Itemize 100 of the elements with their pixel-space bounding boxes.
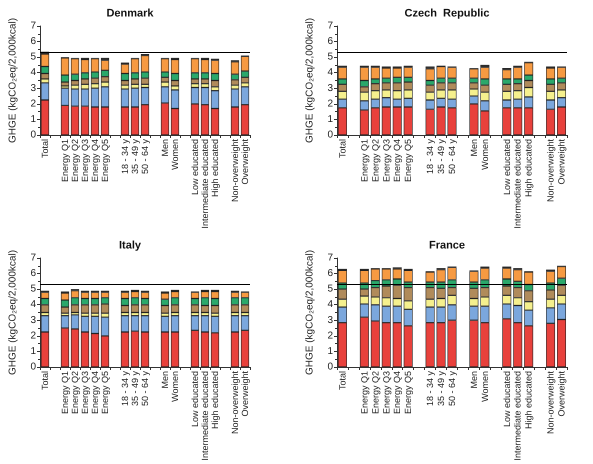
y-axis-title: GHGE (kgCO₂eq/2,000kcal)	[304, 18, 316, 144]
y-tick-label: 7	[327, 20, 334, 32]
x-tick-label: Energy Q5	[403, 139, 414, 182]
x-tick-label: Overweight	[556, 370, 567, 417]
x-tick-label: Women	[170, 371, 180, 402]
y-tick-label: 4	[327, 299, 334, 310]
x-tick-label: Non-overweight	[546, 138, 556, 202]
y-tick-label: 2	[30, 330, 36, 342]
x-tick-label: 18 - 34 y	[425, 138, 436, 174]
x-tick-label: Non-overweight	[230, 370, 240, 434]
y-tick-label: 2	[327, 98, 334, 110]
x-tick-label: Low educated	[190, 371, 200, 428]
x-tick-label: Energy Q1	[359, 371, 370, 414]
x-tick-label: Intermediate educated	[200, 139, 210, 229]
y-axis-title: GHGE (kgCO₂eq/2,000kcal)	[8, 250, 18, 376]
y-tick-label: 4	[30, 67, 36, 78]
y-tick-label: 2	[327, 330, 334, 342]
x-tick-label: Energy Q3	[381, 371, 392, 414]
x-tick-label: Men	[468, 139, 479, 157]
y-axis-title: GHGE (kgCO₂eq/2,000kcal)	[8, 18, 18, 144]
x-tick-label: Overweight	[556, 138, 567, 185]
chart-title: Denmark	[106, 8, 154, 20]
x-tick-label: Energy Q1	[60, 139, 70, 182]
x-tick-label: Women	[480, 139, 490, 170]
x-tick-label: Total	[40, 139, 50, 158]
x-tick-label: Energy Q2	[70, 371, 80, 414]
x-tick-label: Low educated	[190, 139, 200, 196]
y-tick-label: 6	[327, 36, 334, 48]
x-tick-label: Women	[170, 139, 180, 170]
y-tick-label: 1	[30, 114, 36, 125]
x-tick-label: Non-overweight	[230, 138, 240, 202]
y-tick-label: 3	[327, 314, 334, 326]
x-tick-label: High educated	[524, 139, 534, 198]
y-tick-label: 7	[327, 252, 334, 264]
y-tick-label: 0	[327, 362, 334, 372]
x-tick-label: Non-overweight	[546, 370, 556, 434]
x-tick-label: Men	[160, 371, 170, 389]
x-tick-label: 50 - 64 y	[447, 138, 457, 174]
y-tick-label: 7	[30, 252, 36, 264]
x-tick-label: Intermediate educated	[512, 371, 523, 461]
x-tick-label: Energy Q4	[90, 139, 100, 182]
y-tick-label: 1	[327, 346, 334, 357]
x-tick-label: 18 - 34 y	[120, 138, 130, 174]
x-tick-label: Energy Q1	[60, 371, 70, 414]
x-tick-label: 35 - 49 y	[436, 370, 446, 406]
x-tick-label: 18 - 34 y	[425, 370, 436, 406]
y-tick-label: 5	[327, 52, 334, 63]
x-tick-label: 50 - 64 y	[447, 370, 457, 406]
x-tick-label: Total	[337, 371, 348, 390]
x-tick-label: Energy Q1	[359, 139, 370, 182]
y-tick-label: 1	[30, 346, 36, 357]
x-tick-label: Energy Q3	[381, 139, 392, 182]
y-tick-label: 5	[30, 284, 36, 295]
x-tick-label: Energy Q5	[403, 371, 414, 414]
x-tick-label: Energy Q3	[80, 371, 90, 414]
x-tick-label: Men	[160, 139, 170, 157]
x-tick-label: High educated	[524, 371, 534, 430]
x-tick-label: Energy Q2	[370, 371, 380, 414]
x-tick-label: 35 - 49 y	[130, 138, 140, 174]
chart-title: Italy	[118, 240, 142, 252]
y-axis-title: GHGE (kgCO₂eq/2,000kcal)	[304, 250, 316, 376]
x-tick-label: 35 - 49 y	[436, 138, 446, 174]
y-tick-label: 0	[30, 362, 36, 372]
x-tick-label: Energy Q4	[392, 371, 402, 414]
y-tick-label: 6	[30, 268, 36, 280]
y-tick-label: 3	[30, 82, 36, 94]
x-tick-label: Energy Q5	[100, 371, 110, 414]
chart-title: Czech Republic	[404, 8, 490, 20]
x-tick-label: Men	[468, 371, 479, 389]
y-tick-label: 6	[30, 36, 36, 48]
x-tick-label: Energy Q3	[80, 139, 90, 182]
x-tick-label: Low educated	[502, 139, 512, 196]
y-tick-label: 5	[327, 284, 334, 295]
x-tick-label: Women	[480, 371, 490, 402]
x-tick-label: Energy Q4	[90, 371, 100, 414]
x-tick-label: Intermediate educated	[200, 371, 210, 461]
x-tick-label: Energy Q4	[392, 139, 402, 182]
x-tick-label: Intermediate educated	[512, 139, 523, 229]
y-tick-label: 5	[30, 52, 36, 63]
x-tick-label: 50 - 64 y	[140, 138, 150, 174]
y-tick-label: 3	[327, 82, 334, 94]
x-tick-label: Total	[40, 371, 50, 390]
y-tick-label: 2	[30, 98, 36, 110]
y-tick-label: 6	[327, 268, 334, 280]
x-tick-label: 50 - 64 y	[140, 370, 150, 406]
y-tick-label: 4	[327, 67, 334, 78]
x-tick-label: Energy Q2	[70, 139, 80, 182]
y-tick-label: 7	[30, 20, 36, 32]
y-tick-label: 1	[327, 114, 334, 125]
y-tick-label: 0	[30, 130, 36, 140]
x-tick-label: Total	[337, 139, 348, 158]
y-tick-label: 3	[30, 314, 36, 326]
x-tick-label: Overweight	[240, 370, 250, 417]
y-tick-label: 4	[30, 299, 36, 310]
x-tick-label: Energy Q5	[100, 139, 110, 182]
chart-title: France	[428, 240, 466, 252]
x-tick-label: High educated	[210, 139, 220, 198]
y-tick-label: 0	[327, 130, 334, 140]
x-tick-label: Energy Q2	[370, 139, 380, 182]
x-tick-label: 35 - 49 y	[130, 370, 140, 406]
